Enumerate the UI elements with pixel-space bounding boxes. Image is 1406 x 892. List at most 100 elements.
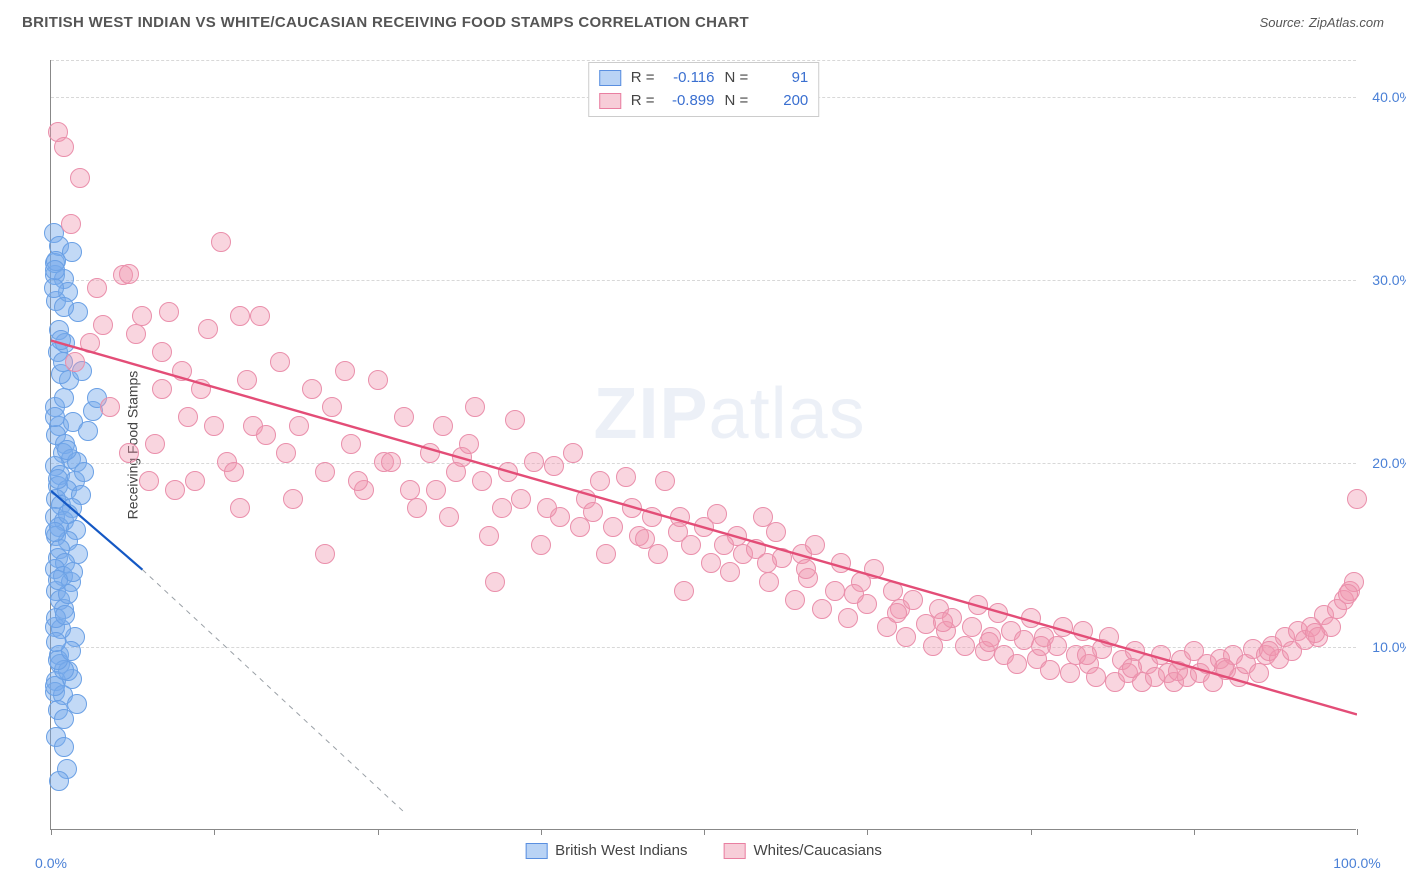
data-point [583,502,603,522]
data-point [831,553,851,573]
data-point [70,168,90,188]
data-point [420,443,440,463]
n-value: 91 [754,67,808,90]
data-point [1077,645,1097,665]
bottom-legend: British West IndiansWhites/Caucasians [525,842,882,859]
data-point [864,559,884,579]
n-label: N = [725,67,749,90]
data-point [485,572,505,592]
x-tick [1031,829,1032,835]
data-point [805,535,825,555]
data-point [933,612,953,632]
x-tick [541,829,542,835]
data-point [165,480,185,500]
data-point [701,553,721,573]
data-point [655,471,675,491]
data-point [1259,641,1279,661]
data-point [1214,658,1234,678]
data-point [145,434,165,454]
data-point [368,370,388,390]
data-point [93,315,113,335]
data-point [45,260,65,280]
data-point [472,471,492,491]
data-point [126,324,146,344]
data-point [1040,660,1060,680]
data-point [100,397,120,417]
legend-item: Whites/Caucasians [723,842,881,859]
x-tick [1194,829,1195,835]
y-tick-label: 30.0% [1372,272,1406,288]
data-point [315,462,335,482]
data-point [896,627,916,647]
data-point [87,278,107,298]
data-point [796,559,816,579]
data-point [289,416,309,436]
x-tick [378,829,379,835]
data-point [230,306,250,326]
legend-label: Whites/Caucasians [753,842,881,859]
data-point [51,330,71,350]
data-point [505,410,525,430]
data-point [433,416,453,436]
data-point [1073,621,1093,641]
data-point [426,480,446,500]
data-point [1249,663,1269,683]
data-point [315,544,335,564]
data-point [1021,608,1041,628]
data-point [544,456,564,476]
data-point [74,462,94,482]
gridline [51,280,1356,281]
data-point [785,590,805,610]
data-point [524,452,544,472]
data-point [962,617,982,637]
data-point [80,333,100,353]
data-point [276,443,296,463]
data-point [446,462,466,482]
data-point [49,771,69,791]
data-point [54,297,74,317]
y-tick-label: 40.0% [1372,89,1406,105]
data-point [1305,623,1325,643]
data-point [988,603,1008,623]
data-point [283,489,303,509]
data-point [714,535,734,555]
data-point [132,306,152,326]
data-point [459,434,479,454]
data-point [152,342,172,362]
trend-lines [51,60,1357,830]
data-point [537,498,557,518]
data-point [531,535,551,555]
data-point [955,636,975,656]
legend-stats-box: R =-0.116N =91R =-0.899N =200 [588,62,820,117]
data-point [302,379,322,399]
watermark: ZIPatlas [594,373,866,455]
data-point [381,452,401,472]
data-point [1053,617,1073,637]
data-point [1031,636,1051,656]
x-tick [51,829,52,835]
data-point [720,562,740,582]
data-point [230,498,250,518]
data-point [439,507,459,527]
data-point [61,214,81,234]
scatter-plot: ZIPatlas R =-0.116N =91R =-0.899N =200 B… [50,60,1356,830]
data-point [67,694,87,714]
r-value: -0.899 [661,90,715,113]
data-point [1151,645,1171,665]
data-point [54,137,74,157]
data-point [152,379,172,399]
data-point [211,232,231,252]
data-point [812,599,832,619]
data-point [844,584,864,604]
chart-area: Receiving Food Stamps ZIPatlas R =-0.116… [50,60,1356,830]
data-point [139,471,159,491]
data-point [48,469,68,489]
data-point [178,407,198,427]
legend-stats-row: R =-0.899N =200 [599,90,809,113]
data-point [979,632,999,652]
data-point [198,319,218,339]
data-point [681,535,701,555]
data-point [1007,654,1027,674]
data-point [400,480,420,500]
data-point [322,397,342,417]
